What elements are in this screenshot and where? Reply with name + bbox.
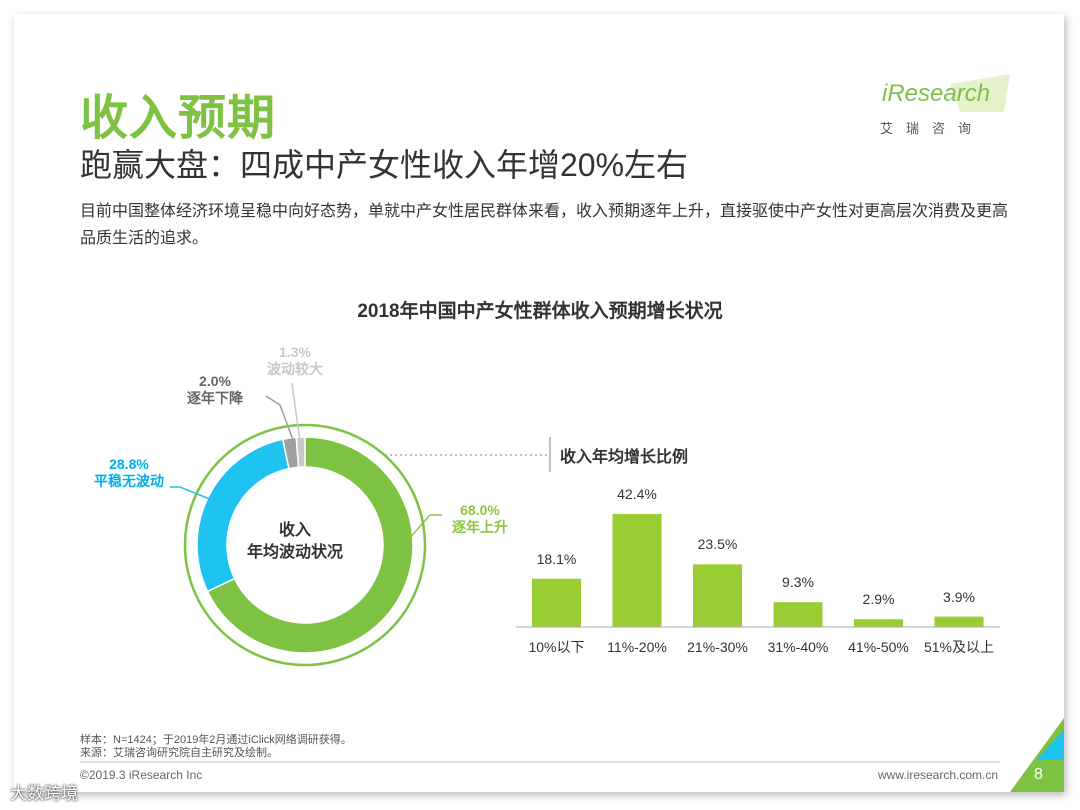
leader-line-decline <box>265 395 294 441</box>
bar-1 <box>612 513 662 627</box>
slice-name-decline: 逐年下降 <box>187 390 243 406</box>
page-subtitle: 跑赢大盘：四成中产女性收入年增20%左右 <box>80 147 689 183</box>
bar-value-label: 42.4% <box>617 485 657 502</box>
donut-center-line1: 收入 <box>278 522 311 539</box>
slice-label-decline: 2.0% 逐年下降 <box>170 373 260 407</box>
logo-wordmark: iResearch <box>882 80 991 107</box>
bar-series <box>532 513 984 627</box>
donut-center-line2: 年均波动状况 <box>246 544 343 561</box>
bar-chart-title: 收入年均增长比例 <box>560 449 689 466</box>
bar-value-label: 3.9% <box>943 588 975 605</box>
corner-decoration-blue <box>1036 730 1064 760</box>
chart-title: 2018年中国中产女性群体收入预期增长状况 <box>357 301 723 322</box>
slice-name-volatile: 波动较大 <box>267 361 323 377</box>
leader-line-volatile <box>291 382 301 441</box>
footnote: 样本：N=1424；于2019年2月通过iClick网络调研获得。 来源：艾瑞咨… <box>80 734 352 760</box>
bar-value-label: 2.9% <box>862 591 895 608</box>
logo-chinese: 艾瑞咨询 <box>880 121 985 136</box>
slice-name-rise: 逐年上升 <box>452 519 508 535</box>
donut-slice-rise <box>206 436 414 654</box>
page-number: 8 <box>1034 766 1043 783</box>
bar-value-label: 18.1% <box>536 550 577 567</box>
footnote-sample: 样本：N=1424；于2019年2月通过iClick网络调研获得。 <box>80 734 352 746</box>
slice-label-rise: 68.0% 逐年上升 <box>440 502 520 536</box>
bar-2 <box>693 564 742 627</box>
watermark: 大数跨境 <box>10 784 78 803</box>
bar-category-label: 31%-40% <box>767 639 829 655</box>
footnote-source: 来源：艾瑞咨询研究院自主研究及绘制。 <box>80 747 278 759</box>
bar-3 <box>773 602 823 627</box>
leader-line-rise <box>407 514 442 541</box>
bar-category-label: 21%-30% <box>687 639 748 655</box>
bar-0 <box>532 578 581 627</box>
slide-frame <box>14 14 1064 792</box>
leader-line-stable <box>170 486 213 501</box>
bar-category-label: 11%-20% <box>607 639 667 655</box>
page-description: 目前中国整体经济环境呈稳中向好态势，单就中产女性居民群体来看，收入预期逐年上升，… <box>80 203 1009 247</box>
logo-swoosh-icon <box>950 74 1010 112</box>
donut-slices <box>196 436 414 654</box>
slice-value-rise: 68.0% <box>460 502 500 518</box>
slice-name-stable: 平稳无波动 <box>94 473 164 489</box>
slice-label-volatile: 1.3% 波动较大 <box>265 344 325 378</box>
bar-category-label: 10%以下 <box>528 639 585 655</box>
slice-value-decline: 2.0% <box>199 373 231 389</box>
footer-website[interactable]: www.iresearch.com.cn <box>878 768 999 782</box>
slice-label-stable: 28.8% 平稳无波动 <box>84 456 174 490</box>
bar-value-label: 23.5% <box>697 536 738 553</box>
page-title: 收入预期 <box>80 92 277 145</box>
logo[interactable]: iResearch 艾瑞咨询 <box>872 74 1012 136</box>
bar-category-label: 51%及以上 <box>923 639 995 655</box>
bar-5 <box>934 616 984 627</box>
donut-leader-lines <box>170 382 442 541</box>
bar-category-label: 41%-50% <box>848 639 909 655</box>
donut-slice-stable <box>196 438 290 593</box>
slice-value-volatile: 1.3% <box>279 344 311 360</box>
bar-4 <box>854 619 903 627</box>
donut-outer-ring <box>183 423 427 667</box>
slice-value-stable: 28.8% <box>109 456 149 472</box>
footer-copyright: ©2019.3 iResearch Inc <box>80 768 203 782</box>
corner-decoration <box>1010 718 1064 792</box>
bar-value-label: 9.3% <box>782 574 814 591</box>
donut-center-label: 收入 年均波动状况 <box>230 520 360 564</box>
